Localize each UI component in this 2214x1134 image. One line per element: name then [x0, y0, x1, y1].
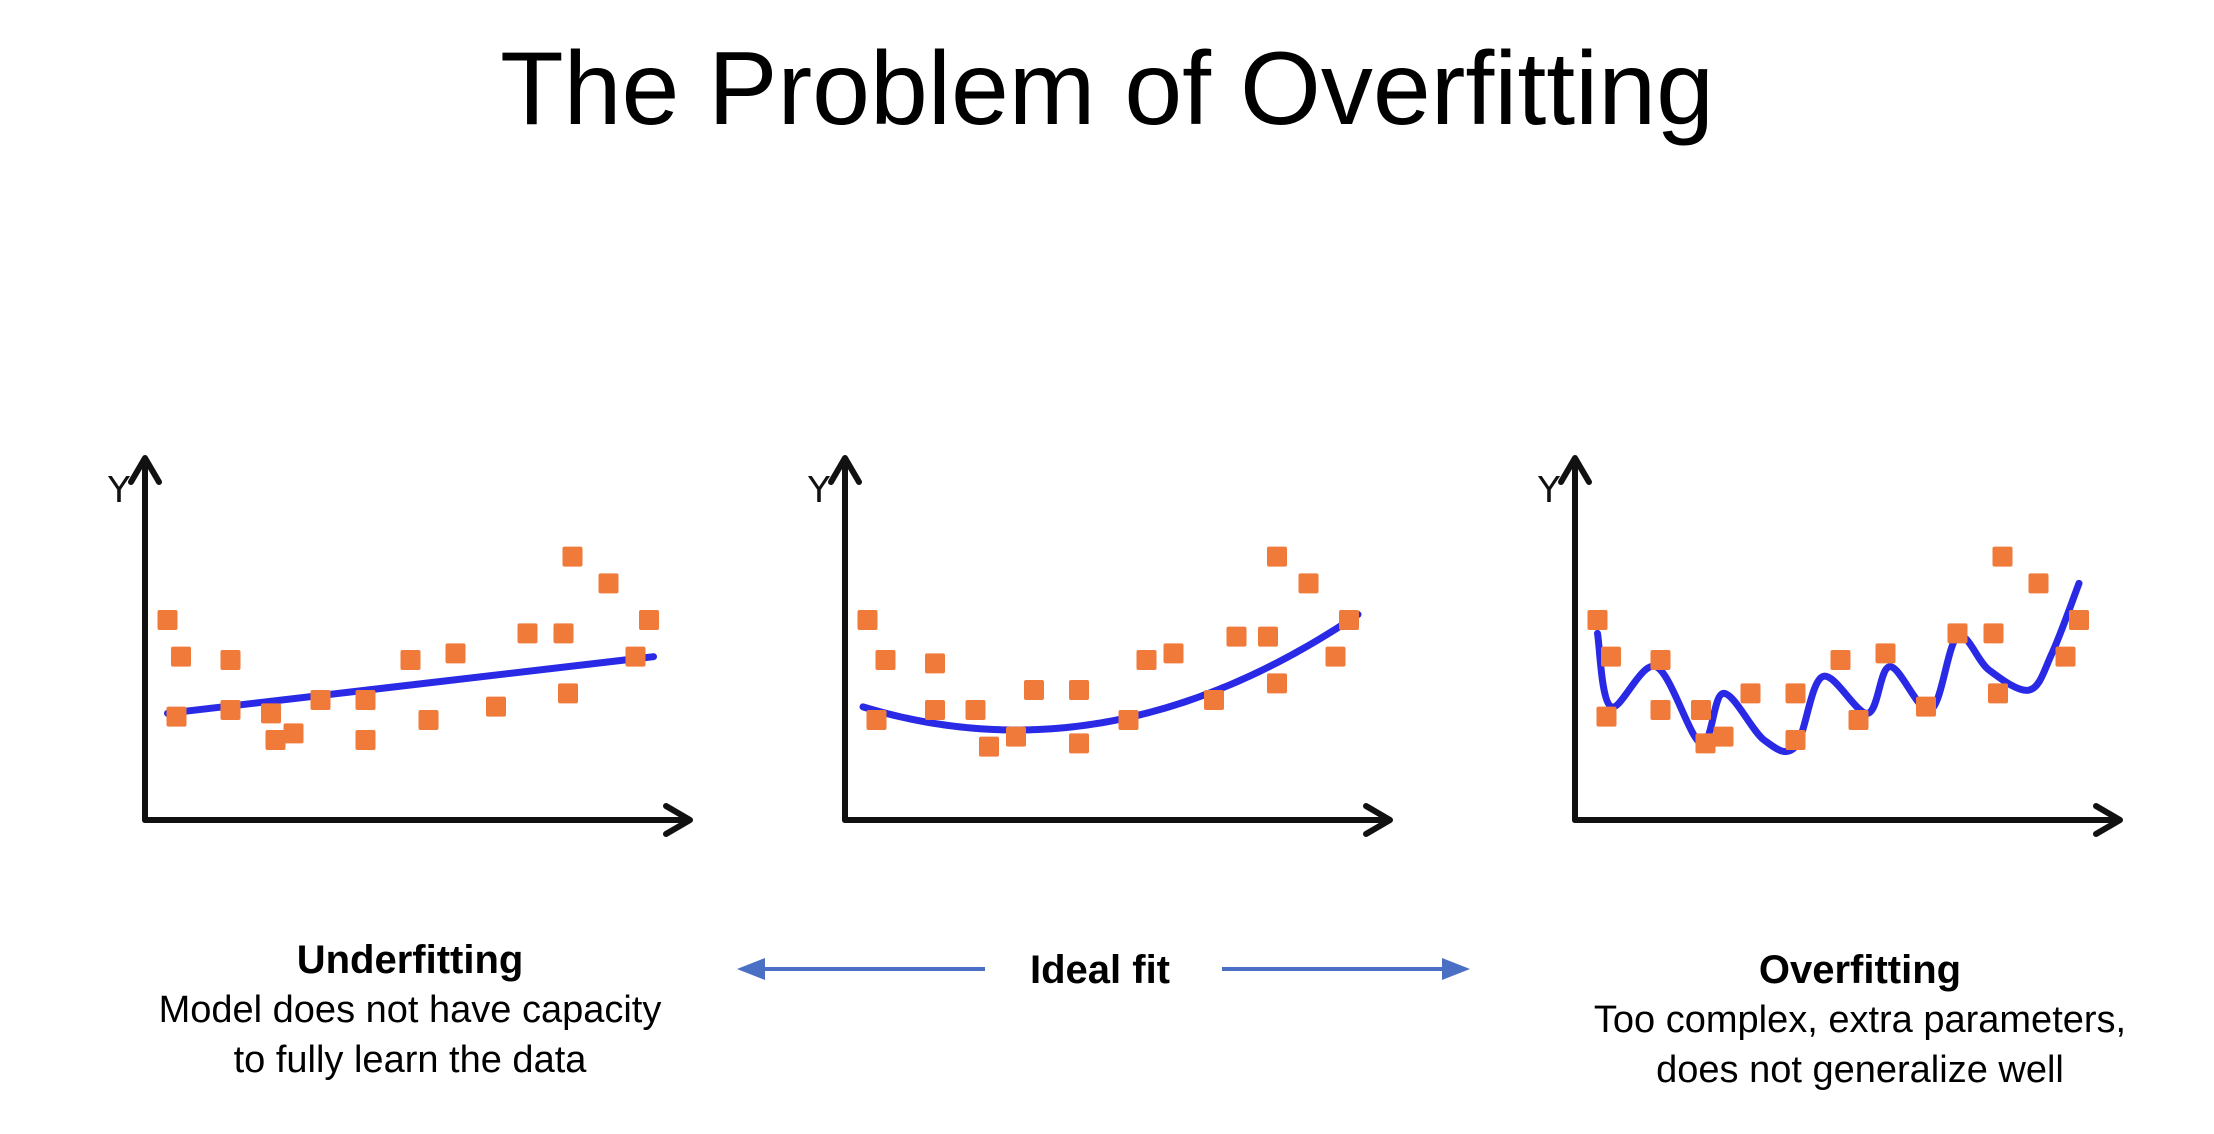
y-axis-label: Y [107, 470, 131, 511]
data-point-13 [1163, 643, 1184, 664]
data-point-10 [355, 730, 376, 750]
data-point-6 [265, 730, 286, 750]
data-point-5 [965, 700, 986, 720]
data-point-0 [857, 610, 878, 630]
left-arrow-icon [737, 958, 985, 980]
underfitting-title: Underfitting [296, 938, 524, 982]
data-point-5 [261, 703, 281, 724]
data-point-11 [1830, 650, 1851, 670]
data-point-6 [1695, 733, 1716, 754]
data-point-21 [2069, 610, 2089, 630]
data-point-17 [1267, 673, 1287, 694]
y-axis-label: Y [807, 470, 831, 511]
data-point-10 [1785, 730, 1806, 750]
overfitting-chart: Y [1530, 440, 2130, 880]
fit-line [859, 610, 1362, 734]
data-point-18 [1267, 546, 1287, 567]
data-point-1 [171, 646, 191, 667]
data-point-16 [1258, 626, 1278, 647]
data-point-9 [355, 690, 376, 710]
data-point-1 [866, 710, 887, 730]
data-point-17 [1988, 683, 2008, 704]
underfitting-caption: Underfitting Model does not have capacit… [140, 935, 680, 1085]
data-point-4 [220, 700, 241, 720]
x-axis-arrowhead-icon [663, 803, 693, 837]
data-point-19 [598, 573, 619, 594]
data-point-2 [875, 650, 896, 670]
data-point-8 [1740, 683, 1761, 704]
data-point-14 [486, 696, 506, 717]
data-point-14 [1204, 690, 1224, 710]
data-point-11 [1118, 710, 1139, 730]
data-point-0 [1587, 610, 1608, 630]
fit-line [1594, 579, 2083, 756]
ideal-fit-title: Ideal fit [1029, 948, 1171, 992]
data-point-19 [2028, 573, 2049, 594]
data-point-15 [1226, 626, 1247, 647]
data-point-12 [1136, 650, 1157, 670]
data-point-2 [1596, 706, 1617, 727]
data-point-12 [1848, 710, 1869, 730]
data-point-13 [445, 643, 466, 664]
data-point-16 [1983, 623, 2004, 644]
data-point-9 [1785, 683, 1806, 704]
data-point-21 [639, 610, 659, 630]
data-point-6 [979, 736, 999, 757]
data-point-8 [1024, 680, 1044, 700]
underfitting-desc-line-1: Model does not have capacity [158, 989, 662, 1031]
underfitting-chart: Y [100, 440, 700, 880]
data-point-10 [1069, 733, 1089, 754]
x-axis-arrowhead-icon [2093, 803, 2123, 837]
data-point-3 [925, 653, 945, 674]
data-point-20 [1325, 646, 1346, 667]
data-point-20 [625, 646, 646, 667]
ideal-fit-chart: Y [800, 440, 1400, 880]
data-point-16 [553, 623, 574, 644]
page-title: The Problem of Overfitting [500, 31, 1714, 147]
overfitting-caption: Overfitting Too complex, extra parameter… [1570, 945, 2150, 1095]
data-point-12 [418, 710, 439, 730]
data-point-3 [1650, 650, 1671, 670]
y-axis-arrowhead-icon [828, 455, 862, 485]
data-point-9 [1069, 680, 1089, 700]
ideal-fit-caption: Ideal fit [960, 945, 1240, 995]
x-axis-arrowhead-icon [1363, 803, 1393, 837]
overfitting-desc-line-2: does not generalize well [1656, 1049, 2064, 1091]
data-point-4 [925, 700, 945, 720]
data-point-7 [1713, 726, 1734, 747]
ideal-fit-plot: Y [807, 455, 1393, 837]
underfitting-desc-line-2: to fully learn the data [233, 1039, 587, 1081]
data-point-21 [1339, 610, 1359, 630]
y-axis-arrowhead-icon [1558, 455, 1592, 485]
data-point-18 [1992, 546, 2013, 567]
data-point-4 [1650, 700, 1671, 720]
data-point-5 [1691, 700, 1711, 720]
data-point-19 [1298, 573, 1319, 594]
data-point-15 [517, 623, 538, 644]
data-point-11 [400, 650, 421, 670]
y-axis-label: Y [1537, 470, 1561, 511]
data-point-20 [2055, 646, 2076, 667]
right-arrow-icon [1222, 958, 1470, 980]
data-point-17 [558, 683, 578, 704]
fit-line [164, 653, 657, 717]
overfitting-desc-line-1: Too complex, extra parameters, [1593, 999, 2127, 1041]
y-axis-arrowhead-icon [128, 455, 162, 485]
data-point-7 [1006, 726, 1026, 747]
underfitting-plot: Y [107, 455, 693, 837]
data-point-15 [1947, 623, 1968, 644]
overfitting-title: Overfitting [1758, 948, 1962, 992]
data-point-18 [562, 546, 583, 567]
data-point-2 [166, 706, 187, 727]
data-point-3 [220, 650, 241, 670]
data-point-0 [157, 610, 178, 630]
data-point-13 [1875, 643, 1896, 664]
data-point-8 [310, 690, 331, 710]
overfitting-plot: Y [1537, 455, 2123, 837]
data-point-7 [283, 723, 304, 744]
data-point-1 [1601, 646, 1621, 667]
data-point-14 [1916, 696, 1936, 717]
